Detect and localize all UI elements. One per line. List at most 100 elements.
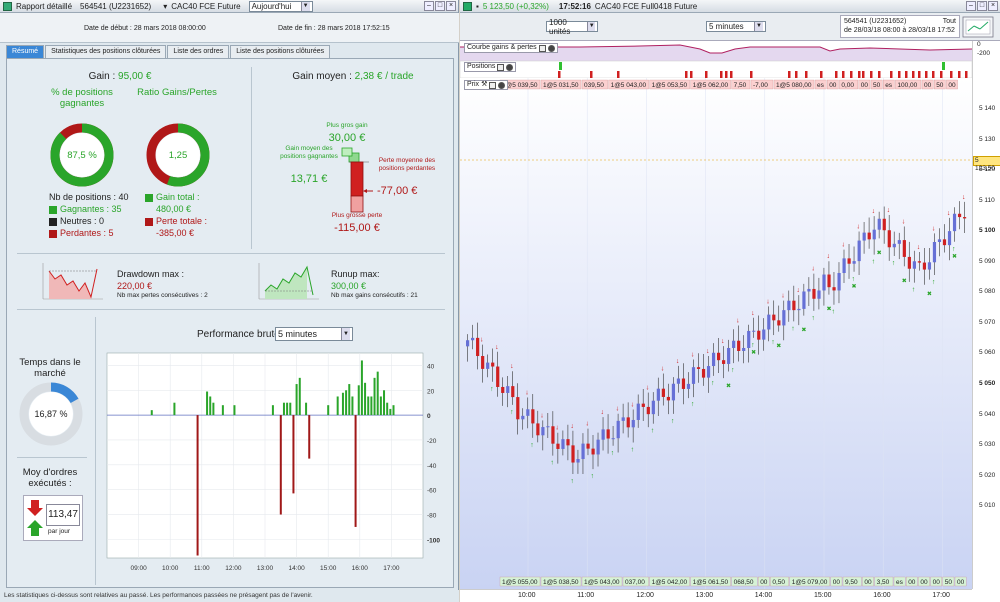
date-range-bar: Date de début : 28 mars 2018 08:00:00 Da… — [0, 13, 459, 43]
perf-timeframe-select[interactable]: 5 minutes ▼ — [275, 327, 353, 341]
total-gain-value: 480,00 € — [156, 204, 192, 214]
perf-y-tick-label: -20 — [427, 438, 437, 445]
avg-winning-label: Gain moyen des positions gagnantes — [280, 145, 338, 160]
winning-legend-icon — [49, 205, 57, 214]
tab-closed-positions-list[interactable]: Liste des positions clôturées — [230, 45, 331, 58]
sell-arrow-icon: ↓ — [902, 218, 906, 225]
end-date: Date de fin : 28 mars 2018 17:52:15 — [278, 25, 390, 32]
perf-x-tick-label: 14:00 — [288, 565, 305, 572]
time-in-market-label: Temps dans le marché — [19, 357, 81, 379]
exit-cross-icon: ✖ — [852, 283, 857, 290]
candle-down — [646, 406, 650, 415]
candle-down — [491, 362, 495, 367]
candle-up — [541, 427, 545, 436]
perf-bar-gain — [386, 402, 389, 416]
instrument-chevron-icon[interactable]: ▾ — [163, 1, 168, 11]
report-window-buttons: – □ × — [424, 1, 456, 11]
sell-arrow-icon: ↓ — [676, 358, 680, 365]
candle-up — [747, 330, 751, 348]
position-mark-loss — [685, 71, 688, 78]
perf-bar-gain — [376, 371, 379, 416]
order-label-box — [858, 79, 871, 90]
wrench-icon[interactable]: ⚒ — [481, 81, 488, 88]
minimize-icon[interactable]: – — [424, 1, 434, 11]
price-tick-label: 5 010 — [979, 502, 996, 510]
perf-bar-gain — [370, 396, 373, 416]
perf-bar-gain — [212, 402, 215, 416]
minimize-icon[interactable]: – — [966, 1, 976, 11]
perf-bar-gain — [373, 377, 376, 416]
buy-arrow-icon: ↑ — [852, 276, 856, 283]
panel-close-icon[interactable] — [498, 81, 506, 89]
tab-summary[interactable]: Résumé — [6, 45, 45, 58]
maximize-icon[interactable]: □ — [435, 1, 445, 11]
candle-up — [471, 337, 475, 341]
report-icon — [3, 1, 12, 11]
avg-losing-label: Perte moyenne des positions perdantes — [378, 157, 436, 172]
avg-gain-header: Gain moyen : 2,38 € / trade — [255, 71, 451, 82]
timeframe-select[interactable]: 5 minutes ▼ — [706, 21, 766, 32]
gain-value: 95,00 € — [118, 71, 152, 82]
time-in-market-value: 16,87 % — [34, 409, 68, 419]
order-label: 1@5 043,00 — [584, 579, 620, 586]
candle-up — [727, 347, 731, 364]
tab-closed-positions-stats[interactable]: Statistiques des positions clôturées — [45, 45, 167, 58]
position-mark-loss — [725, 71, 728, 78]
candle-up — [742, 347, 746, 351]
period-select[interactable]: Aujourd'hui ▼ — [248, 0, 313, 12]
maximize-icon[interactable]: □ — [977, 1, 987, 11]
sell-arrow-icon: ↓ — [661, 366, 665, 373]
tab-orders-list[interactable]: Liste des ordres — [167, 45, 230, 58]
chart-settings-icon[interactable] — [962, 16, 994, 38]
account-range-box[interactable]: 564541 (U2231652) Tout de 28/03/18 08:00 … — [840, 15, 960, 38]
candle-down — [536, 423, 540, 436]
candle-up — [892, 243, 896, 248]
order-label: 1@5 042,00 — [652, 579, 688, 586]
sell-arrow-icon: ↓ — [631, 401, 635, 408]
perf-y-tick-label: -40 — [427, 463, 437, 470]
positions-panel-title: Positions — [467, 63, 496, 70]
chart-toolbar: 1000 unités ▼ 5 minutes ▼ 564541 (U22316… — [460, 13, 1000, 41]
order-label: 1@5 053,50 — [652, 82, 688, 89]
candle-down — [792, 300, 796, 311]
sell-arrow-icon: ↓ — [585, 421, 589, 428]
perf-bar-gain — [289, 402, 292, 416]
order-label-box — [622, 576, 649, 587]
position-mark-loss — [878, 71, 881, 78]
ratio-donut — [146, 123, 210, 187]
current-price-marker: 5 123,50 — [973, 156, 1000, 172]
avg-orders-label: Moy d'ordres exécutés : — [22, 467, 78, 489]
perf-bar-gain — [286, 402, 289, 416]
candle-up — [842, 258, 846, 274]
order-label: 00 — [760, 579, 768, 586]
winning-count: Gagnantes : 35 — [60, 204, 122, 214]
close-icon[interactable]: × — [446, 1, 456, 11]
candle-up — [872, 229, 876, 240]
sell-arrow-icon: ↓ — [842, 242, 846, 249]
perf-bar-gain — [364, 382, 367, 416]
units-select[interactable]: 1000 unités ▼ — [546, 18, 598, 36]
panel-settings-icon[interactable] — [538, 44, 546, 52]
time-tick-label: 14:00 — [754, 592, 773, 599]
candle-up — [897, 240, 901, 244]
close-icon[interactable]: × — [988, 1, 998, 11]
report-instrument[interactable]: CAC40 FCE Future — [171, 1, 241, 11]
price-chart-area[interactable]: ↓↑↓↓↑↓↑↓↑↓ ↓↑↓↑↓↑↓↓↑↓↑↓↑↓↓↑↓↑↓✖↑↓↓↑✖↓↑✖↓↑… — [460, 41, 972, 589]
position-mark-loss — [842, 71, 845, 78]
candle-up — [546, 426, 550, 428]
perf-bar-gain — [336, 396, 339, 416]
ratio-value: 1,25 — [168, 150, 188, 161]
candle-down — [922, 262, 927, 270]
position-mark-loss — [965, 71, 968, 78]
order-label: es — [896, 579, 904, 586]
order-label: 00 — [833, 579, 841, 586]
period-select-value: Aujourd'hui — [251, 1, 292, 11]
sell-arrow-icon: ↓ — [646, 385, 650, 392]
panel-settings-icon[interactable] — [489, 81, 497, 89]
panel-close-icon[interactable] — [547, 44, 555, 52]
panel-close-icon[interactable] — [506, 63, 514, 71]
chart-menu-icon[interactable]: ▪ — [476, 1, 479, 11]
panel-settings-icon[interactable] — [497, 63, 505, 71]
buy-arrow-icon: ↑ — [892, 260, 896, 267]
order-label-box — [874, 576, 894, 587]
